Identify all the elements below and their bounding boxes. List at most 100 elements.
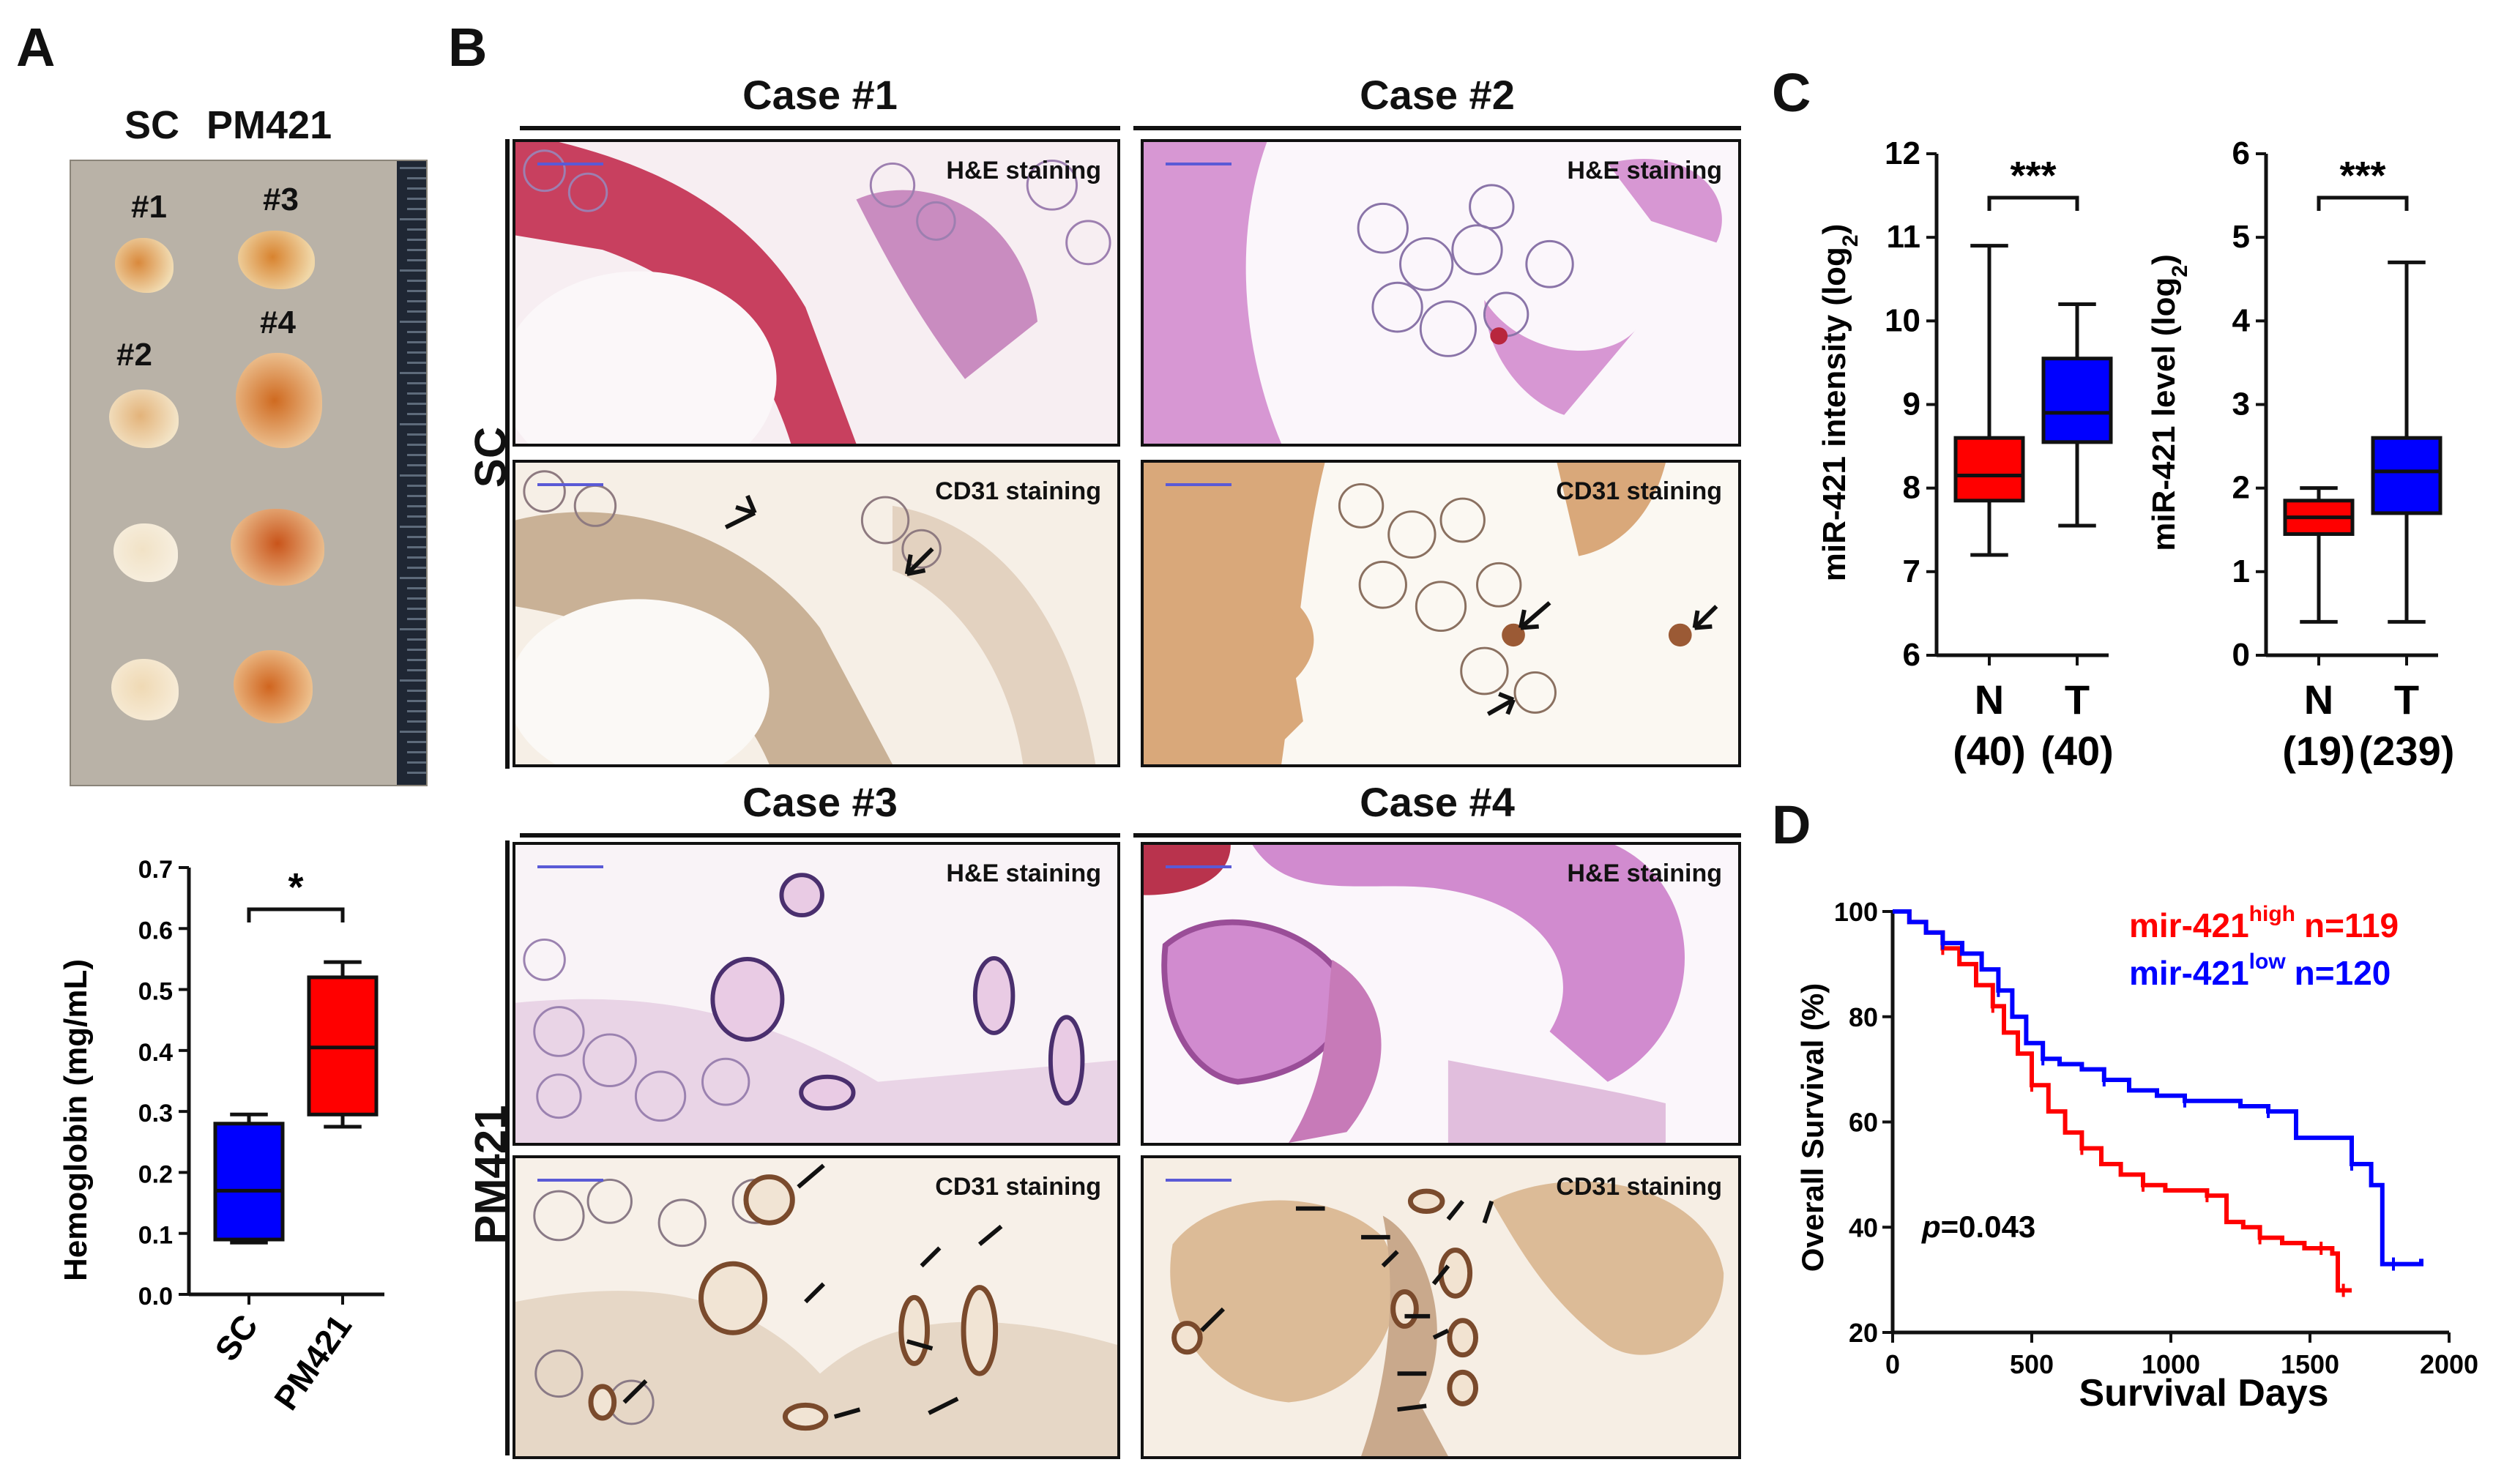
- micrograph-case1-he: H&E staining: [513, 139, 1120, 447]
- y-tick-label: 12: [1885, 135, 1920, 171]
- y-tick-label: 0.7: [138, 856, 173, 884]
- micrograph-case3-he: H&E staining: [513, 842, 1120, 1146]
- boxplot-area: 6 7 8 9 10 11 12 *** N (40) T (40): [1885, 135, 2114, 774]
- case-title: Case #1: [742, 72, 898, 118]
- case-rule: [1133, 833, 1741, 838]
- y-tick-label: 0.6: [138, 917, 173, 944]
- group-count-label: (40): [2041, 728, 2114, 774]
- tumor-label: #3: [263, 182, 299, 217]
- tumor-sample: [115, 238, 174, 293]
- x-tick-label: T: [2065, 676, 2090, 723]
- y-tick-label: 60: [1849, 1108, 1878, 1138]
- stain-label: CD31 staining: [1556, 1173, 1722, 1201]
- y-axis-label: Overall Survival (%): [1795, 983, 1830, 1272]
- stain-label: CD31 staining: [935, 477, 1101, 505]
- ruler: [397, 161, 426, 785]
- significance-marker: ***: [2010, 154, 2056, 198]
- x-tick-label: T: [2394, 676, 2419, 723]
- photo-header-sc: SC: [124, 103, 180, 147]
- y-tick-label: 0: [2232, 637, 2250, 673]
- hemoglobin-boxplot: Hemoglobin (mg/mL) 0.0 0.1 0.2 0.3 0.4 0.5 0.6…: [58, 856, 384, 1417]
- panel-label-b: B: [448, 17, 488, 78]
- micrograph-case4-he: H&E staining: [1141, 842, 1741, 1146]
- scale-bar: [537, 865, 603, 868]
- micrograph-case1-cd31: CD31 staining: [513, 460, 1120, 767]
- tumor-sample: [109, 389, 179, 448]
- row-rule: [505, 139, 510, 769]
- tumor-label: #4: [260, 305, 296, 340]
- tumor-sample: [234, 650, 313, 723]
- mir421-intensity-boxplot: miR-421 intensity (log2) 6 7 8 9 10 11 12 *** N (…: [1816, 135, 2114, 774]
- scale-bar: [1166, 865, 1231, 868]
- case-title: Case #4: [1360, 779, 1515, 825]
- row-rule: [505, 840, 510, 1455]
- x-tick-label: 1500: [2281, 1349, 2339, 1379]
- y-tick-label: 0.3: [138, 1100, 173, 1127]
- y-tick-label: 8: [1903, 470, 1920, 506]
- y-axis-label: miR-421 intensity (log2): [1816, 224, 1863, 582]
- stain-label: H&E staining: [946, 157, 1101, 184]
- significance-bracket: [2317, 195, 2409, 211]
- scale-bar: [1166, 483, 1231, 486]
- y-tick-label: 20: [1849, 1318, 1878, 1348]
- case-rule: [1133, 126, 1741, 130]
- legend-low: mir-421low n=120: [2129, 950, 2391, 992]
- panel-label-a: A: [16, 17, 56, 78]
- y-tick-label: 80: [1849, 1002, 1878, 1032]
- box-n: [1953, 436, 2025, 503]
- y-axis-label: miR-421 level (log2): [2146, 254, 2192, 551]
- group-count-label: (239): [2359, 728, 2453, 774]
- scale-bar: [1166, 1179, 1231, 1182]
- stain-label: CD31 staining: [1556, 477, 1722, 505]
- panel-label-d: D: [1772, 794, 1811, 855]
- scale-bar: [537, 163, 603, 165]
- x-tick-label: 1000: [2142, 1349, 2200, 1379]
- scale-bar: [537, 483, 603, 486]
- x-axis-label: Survival Days: [2079, 1372, 2328, 1414]
- panel-label-c: C: [1772, 62, 1811, 123]
- y-tick-label: 4: [2232, 302, 2251, 338]
- y-tick-label: 3: [2232, 387, 2250, 422]
- y-tick-label: 0.0: [138, 1283, 173, 1310]
- case-rule: [520, 833, 1120, 838]
- stain-label: H&E staining: [1567, 860, 1722, 887]
- boxplot-area: 0.0 0.1 0.2 0.3 0.4 0.5 0.6 0.7 * SC PM421: [138, 856, 384, 1417]
- box-t: [2371, 436, 2442, 515]
- micrograph-case4-cd31: CD31 staining: [1141, 1155, 1741, 1459]
- y-tick-label: 9: [1903, 387, 1920, 422]
- y-tick-label: 100: [1834, 897, 1878, 927]
- y-tick-label: 6: [2232, 135, 2250, 171]
- p-value-annotation: p=0.043: [1921, 1209, 2035, 1244]
- tumor-sample: [111, 659, 179, 720]
- row-label-pm421: PM421: [466, 1105, 515, 1245]
- legend-high: mir-421high n=119: [2129, 902, 2399, 944]
- tumor-label: #1: [131, 189, 167, 225]
- y-tick-label: 1: [2232, 553, 2250, 589]
- survival-line-high: [1893, 909, 2352, 1293]
- significance-bracket: [1987, 195, 2079, 211]
- boxplot-area: 0 1 2 3 4 5 6 *** N (19) T (239): [2232, 135, 2453, 774]
- y-tick-label: 0.2: [138, 1160, 173, 1188]
- row-label-sc: SC: [466, 426, 515, 488]
- y-tick-label: 7: [1903, 553, 1920, 589]
- x-tick-label: 2000: [2420, 1349, 2478, 1379]
- micrograph-case2-he: H&E staining: [1141, 139, 1741, 447]
- y-tick-label: 5: [2232, 219, 2250, 255]
- tumor-sample: [231, 509, 324, 586]
- photo-header-pm421: PM421: [206, 103, 332, 147]
- tumor-photo: #1 #3 #2 #4: [70, 160, 428, 786]
- significance-bracket: [247, 907, 345, 922]
- scale-bar: [537, 1179, 603, 1182]
- tumor-sample: [113, 523, 178, 582]
- micrograph-case3-cd31: CD31 staining: [513, 1155, 1120, 1459]
- survival-curve: Overall Survival (%) Survival Days 20 40 6…: [1795, 897, 2478, 1414]
- micrograph-case2-cd31: CD31 staining: [1141, 460, 1741, 767]
- stain-label: H&E staining: [1567, 157, 1722, 184]
- case-rule: [520, 126, 1120, 130]
- x-tick-label: 0: [1885, 1349, 1900, 1379]
- case-title: Case #2: [1360, 72, 1515, 118]
- stain-label: CD31 staining: [935, 1173, 1101, 1201]
- y-tick-label: 0.4: [138, 1039, 173, 1067]
- y-axis-label: Hemoglobin (mg/mL): [58, 959, 94, 1281]
